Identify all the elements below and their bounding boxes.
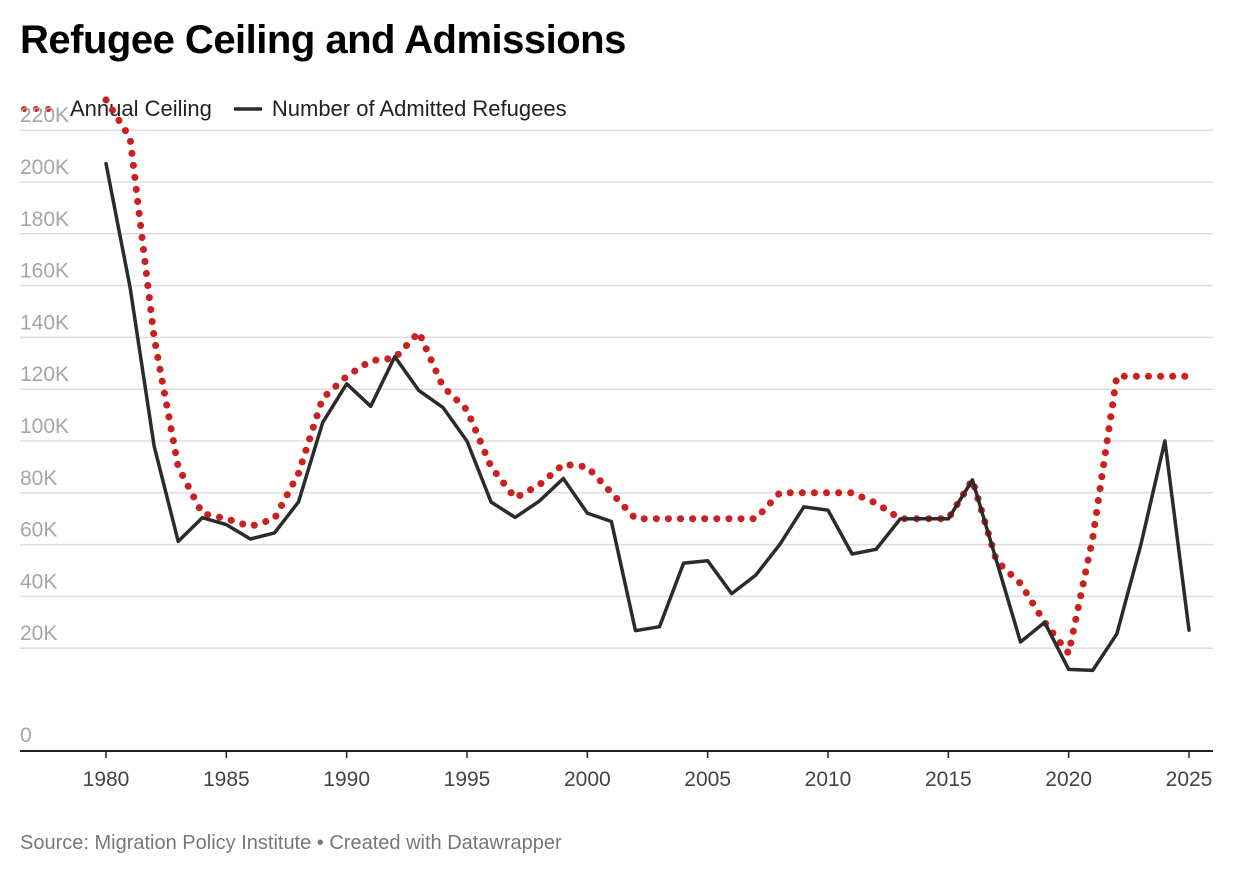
y-axis-ticks: 0 20K 40K 60K 80K 100K 120K 140K 160K 180K 200K 220… [20,104,69,747]
source-footer: Source: Migration Policy Institute • Cre… [20,832,562,854]
y-tick-label: 140K [20,311,69,334]
gridlines [20,129,1213,649]
series-line-annual-ceiling [102,96,1193,657]
legend-label-ceiling: Annual Ceiling [70,96,212,121]
legend-item-admitted: Number of Admitted Refugees [233,96,567,122]
y-tick-label: 160K [20,260,69,283]
y-tick-label: 200K [20,156,69,179]
series-line-admitted-refugees [104,161,1191,673]
x-tick-label: 1995 [444,768,491,791]
x-tick-label: 2000 [564,768,611,791]
y-tick-label: 220K [20,104,69,127]
y-tick-label: 40K [20,570,57,593]
y-tick-label: 100K [20,415,69,438]
x-tick-label: 2005 [684,768,731,791]
legend: Annual Ceiling Number of Admitted Refuge… [20,96,589,122]
legend-label-admitted: Number of Admitted Refugees [271,96,567,121]
x-tick-label: 2025 [1166,768,1213,791]
legend-item-ceiling: Annual Ceiling [20,96,212,122]
legend-swatch-admitted [233,107,262,111]
chart-title: Refugee Ceiling and Admissions [20,18,626,62]
y-tick-label: 80K [20,467,57,490]
legend-swatch-ceiling [21,106,59,112]
y-tick-label: 60K [20,519,57,542]
x-tick-label: 2015 [925,768,972,791]
x-axis-ticks: 1980 1985 1990 1995 2000 2005 2010 2015 2020 2025 [83,751,1213,791]
series-lines [102,96,1193,673]
x-tick-label: 2020 [1045,768,1092,791]
x-tick-label: 2010 [805,768,852,791]
y-tick-label: 20K [20,622,57,645]
y-tick-label: 0 [20,724,32,747]
x-tick-label: 1990 [323,768,370,791]
x-tick-label: 1985 [203,768,250,791]
y-tick-label: 180K [20,208,69,231]
y-tick-label: 120K [20,363,69,386]
x-tick-label: 1980 [83,768,130,791]
